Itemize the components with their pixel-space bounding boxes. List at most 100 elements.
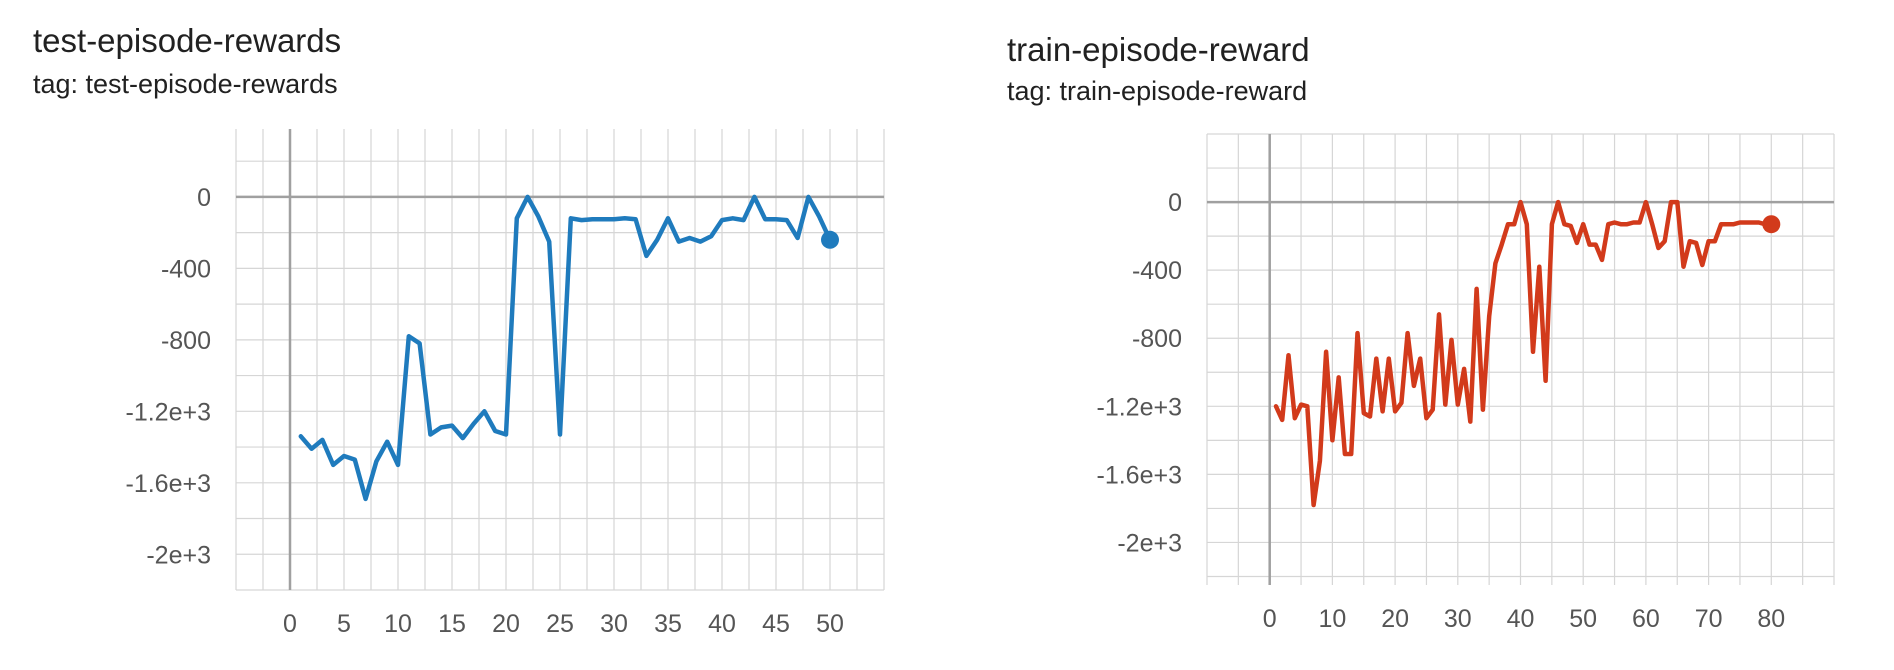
data-point (1700, 263, 1704, 267)
data-point (742, 218, 746, 222)
data-point (1431, 408, 1435, 412)
data-point (526, 195, 530, 199)
data-point (601, 217, 605, 221)
data-point (677, 240, 681, 244)
data-point (1619, 222, 1623, 226)
data-point (1575, 241, 1579, 245)
data-point (1305, 404, 1309, 408)
y-tick-label: -800 (1132, 325, 1182, 353)
x-tick-label: 45 (762, 610, 790, 638)
data-point (310, 447, 314, 451)
data-point (364, 497, 368, 501)
data-point (1656, 246, 1660, 250)
data-point (1519, 200, 1523, 204)
data-point (504, 433, 508, 437)
test-episode-rewards-chart: 0 -400 -800 -1.2e+3 -1.6e+3 -2e+3 0 5 10 15 20 25 30… (126, 129, 885, 638)
data-point (1669, 200, 1673, 204)
y-tick-label: -2e+3 (1117, 529, 1182, 557)
y-tick-label: -400 (161, 255, 211, 283)
data-point (331, 463, 335, 467)
x-tick-label: 50 (816, 610, 844, 638)
data-point (1418, 357, 1422, 361)
data-point (1531, 350, 1535, 354)
data-point (1324, 350, 1328, 354)
data-point (1387, 357, 1391, 361)
x-tick-label: 10 (1318, 605, 1346, 633)
data-point (720, 218, 724, 222)
data-point (1569, 224, 1573, 228)
data-point (1631, 220, 1635, 224)
x-tick-label: 30 (600, 610, 628, 638)
data-point (709, 234, 713, 238)
data-point (1606, 222, 1610, 226)
data-point (1719, 222, 1723, 226)
data-point (1594, 243, 1598, 247)
x-tick-label: 10 (384, 610, 412, 638)
chart-subtitle: tag: test-episode-rewards (33, 69, 338, 99)
data-point (1725, 222, 1729, 226)
data-point (666, 216, 670, 220)
data-point (612, 217, 616, 221)
data-point (1475, 287, 1479, 291)
data-point (450, 424, 454, 428)
data-point (1757, 220, 1761, 224)
last-point-marker[interactable] (1762, 215, 1781, 234)
x-tick-label: 25 (546, 610, 574, 638)
data-point (1443, 403, 1447, 407)
y-tick-label: -2e+3 (146, 541, 211, 569)
x-tick-label: 20 (492, 610, 520, 638)
grid (235, 129, 885, 591)
data-point (1393, 409, 1397, 413)
y-tick-label: -1.6e+3 (126, 470, 212, 498)
data-point (558, 433, 562, 437)
data-point (1512, 222, 1516, 226)
data-point (785, 218, 789, 222)
data-point (396, 463, 400, 467)
data-point (493, 429, 497, 433)
data-point (774, 217, 778, 221)
data-point (1481, 408, 1485, 412)
data-point (1450, 338, 1454, 342)
x-tick-label: 60 (1632, 605, 1660, 633)
x-tick-label: 0 (283, 610, 297, 638)
y-tick-label: -1.2e+3 (126, 398, 212, 426)
data-point (299, 434, 303, 438)
chart-title: train-episode-reward (1007, 31, 1310, 68)
data-point (342, 454, 346, 458)
data-point (1462, 367, 1466, 371)
data-point (698, 240, 702, 244)
data-point (1713, 239, 1717, 243)
data-point (1493, 261, 1497, 265)
data-point (1544, 379, 1548, 383)
data-point (1343, 452, 1347, 456)
data-point (580, 218, 584, 222)
data-point (1688, 239, 1692, 243)
data-point (1694, 241, 1698, 245)
test-episode-rewards-panel: test-episode-rewards tag: test-episode-r… (33, 22, 885, 638)
data-point (407, 334, 411, 338)
x-tick-label: 35 (654, 610, 682, 638)
data-point (1374, 357, 1378, 361)
data-point (1274, 404, 1278, 408)
data-point (634, 217, 638, 221)
x-tick-label: 30 (1444, 605, 1472, 633)
train-episode-reward-panel: train-episode-reward tag: train-episode-… (947, 0, 1894, 670)
data-point (1707, 239, 1711, 243)
x-tick-label: 80 (1757, 605, 1785, 633)
x-tick-label: 40 (708, 610, 736, 638)
data-point (1732, 222, 1736, 226)
data-point (1362, 411, 1366, 415)
x-tick-label: 20 (1381, 605, 1409, 633)
data-point (1293, 416, 1297, 420)
y-tick-label: 0 (1168, 189, 1182, 217)
data-point (374, 459, 378, 463)
data-point (1556, 200, 1560, 204)
data-point (1525, 222, 1529, 226)
data-point (1613, 220, 1617, 224)
last-point-marker[interactable] (821, 230, 839, 249)
data-point (1287, 353, 1291, 357)
data-point (1349, 452, 1353, 456)
data-point (569, 216, 573, 220)
y-tick-label: -400 (1132, 257, 1182, 285)
data-point (688, 236, 692, 240)
